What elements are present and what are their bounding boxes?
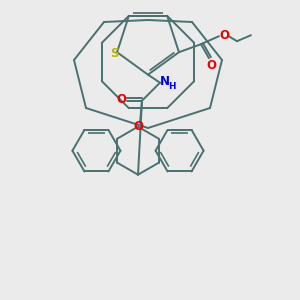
Text: O: O xyxy=(116,93,126,106)
Text: O: O xyxy=(133,120,143,133)
Text: O: O xyxy=(219,29,229,42)
Text: O: O xyxy=(206,59,216,72)
Text: H: H xyxy=(168,82,176,91)
Text: N: N xyxy=(160,75,170,88)
Text: S: S xyxy=(110,47,118,60)
